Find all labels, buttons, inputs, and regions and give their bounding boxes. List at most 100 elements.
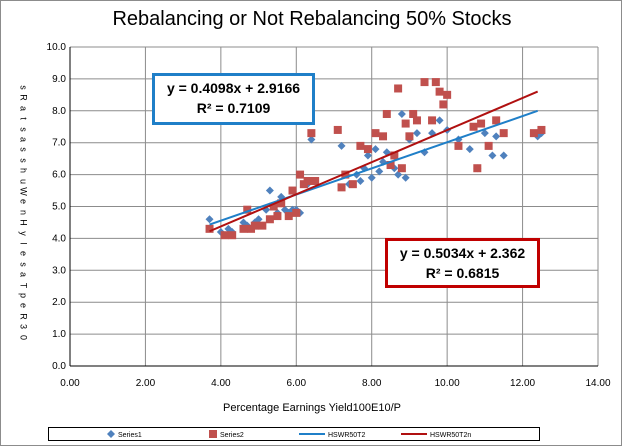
series2-point (428, 116, 437, 125)
series1-point (412, 129, 421, 138)
series1-point (363, 151, 372, 160)
hswr50t2-trendline (209, 109, 538, 226)
series2-point (371, 129, 380, 138)
series2-point (220, 231, 229, 240)
red-equation: y = 0.5034x + 2.362 (399, 245, 526, 261)
legend-item-hswr50t2: HSWR50T2 (299, 429, 365, 441)
series1-point (397, 109, 406, 118)
legend-item-series2: Series2 (209, 429, 244, 441)
series2-point (379, 132, 388, 141)
series1-point (465, 145, 474, 154)
x-tick-label: 14.00 (585, 378, 610, 389)
legend-item-series1: Series1 (107, 429, 142, 441)
series2-point (382, 109, 391, 118)
series1-point (375, 167, 384, 176)
legend: Series1 Series2 HSWR50T2 HSWR50T2n (48, 427, 540, 441)
series2-point (439, 100, 448, 109)
series2-point (243, 205, 252, 214)
series2-point (473, 164, 482, 173)
series2-point (228, 231, 237, 240)
series2-point (409, 109, 418, 118)
series1-point (337, 141, 346, 150)
series2-point (412, 116, 421, 125)
legend-label-series2: Series2 (220, 431, 244, 439)
red-r-squared: R² = 0.6815 (425, 265, 500, 281)
y-tick-label: 8.0 (52, 106, 66, 117)
series1-point (254, 215, 263, 224)
series1-point (499, 151, 508, 160)
blue-r-squared: R² = 0.7109 (196, 100, 271, 116)
series1-point (401, 173, 410, 182)
x-tick-label: 8.00 (362, 378, 382, 389)
red-line-icon (401, 431, 427, 439)
x-tick-label: 10.00 (435, 378, 460, 389)
series2-point (469, 122, 478, 131)
series2-point (296, 170, 305, 179)
series1-point (435, 116, 444, 125)
legend-label-series1: Series1 (118, 431, 142, 439)
series2-point (277, 199, 286, 208)
series2-point (265, 215, 274, 224)
series2-point (499, 129, 508, 138)
series2-point (307, 129, 316, 138)
y-tick-label: 4.0 (52, 233, 66, 244)
series1-point (265, 186, 274, 195)
series2-point (288, 186, 297, 195)
series2-point (386, 161, 395, 170)
series1-point (371, 145, 380, 154)
series1-point (492, 132, 501, 141)
legend-item-hswr50t2n: HSWR50T2n (401, 429, 471, 441)
x-axis-label: Percentage Earnings Yield100E10/P (223, 402, 401, 414)
series2-point (537, 125, 546, 134)
series2-point (341, 170, 350, 179)
y-tick-label: 2.0 (52, 297, 66, 308)
series1-point (356, 176, 365, 185)
series2-point (397, 164, 406, 173)
series1-point (367, 173, 376, 182)
legend-label-hswr50t2n: HSWR50T2n (430, 431, 472, 439)
series2-point (363, 145, 372, 154)
y-tick-label: 1.0 (52, 329, 66, 340)
y-tick-label: 0.0 (52, 361, 66, 372)
series2-point (284, 212, 293, 221)
series1-point (307, 135, 316, 144)
series2-point (492, 116, 501, 125)
series2-point (405, 132, 414, 141)
x-tick-label: 12.00 (510, 378, 535, 389)
blue-equation: y = 0.4098x + 2.9166 (166, 80, 301, 96)
series2-point (401, 119, 410, 128)
square-marker-icon (209, 430, 217, 440)
series2-point (435, 87, 444, 96)
series2-point (303, 176, 312, 185)
blue-trendline-equation-box: y = 0.4098x + 2.9166 R² = 0.7109 (152, 73, 315, 125)
y-tick-label: 9.0 (52, 74, 66, 85)
series2-point (454, 141, 463, 150)
x-tick-label: 0.00 (60, 378, 80, 389)
series2-point (273, 212, 282, 221)
series2-point (337, 183, 346, 192)
series1-point (205, 215, 214, 224)
y-tick-label: 6.0 (52, 170, 66, 181)
red-trendline-equation-box: y = 0.5034x + 2.362 R² = 0.6815 (385, 238, 540, 288)
series1-point (480, 129, 489, 138)
series2-point (484, 141, 493, 150)
series2-point (333, 125, 342, 134)
y-tick-label: 3.0 (52, 265, 66, 276)
series1-point (488, 151, 497, 160)
series2-point (390, 151, 399, 160)
series2-point (311, 176, 320, 185)
x-tick-label: 4.00 (211, 378, 231, 389)
series2-point (420, 78, 429, 87)
y-tick-label: 10.0 (47, 42, 67, 53)
y-tick-label: 7.0 (52, 138, 66, 149)
series2-point (258, 221, 267, 230)
series2-point (205, 224, 214, 233)
series2-point (443, 90, 452, 99)
chart-title: Rebalancing or Not Rebalancing 50% Stock… (112, 8, 512, 30)
series2-point (348, 180, 357, 189)
series2-point (292, 208, 301, 217)
series2-point (431, 78, 440, 87)
x-tick-label: 6.00 (287, 378, 307, 389)
